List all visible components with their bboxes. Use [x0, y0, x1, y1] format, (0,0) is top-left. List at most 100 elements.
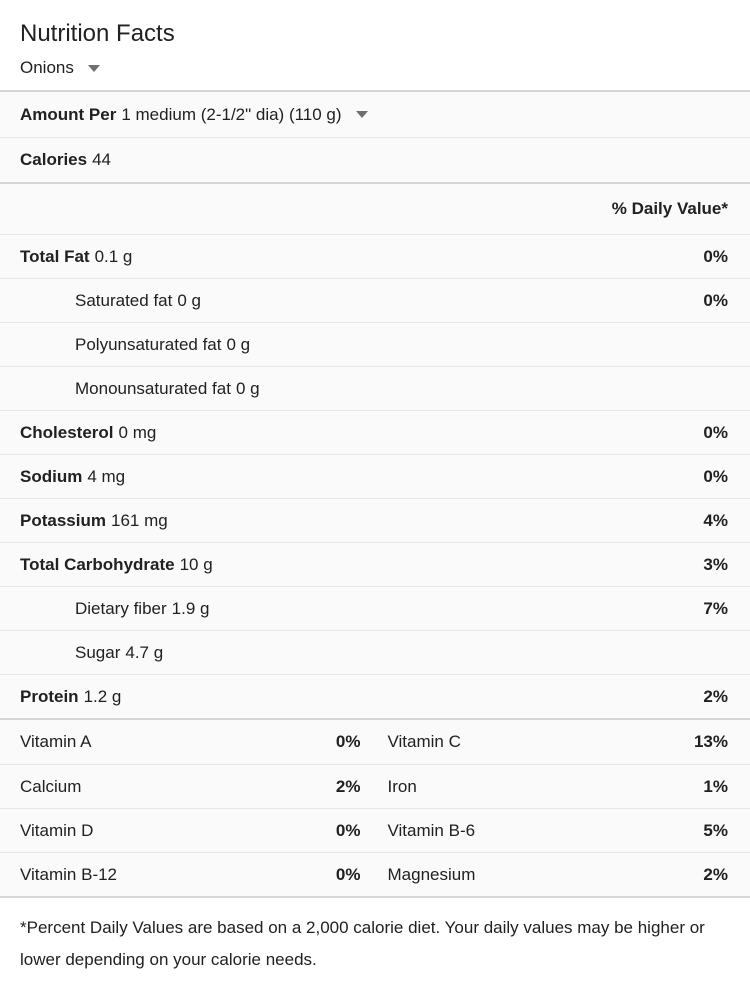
micro-dv: 2%: [335, 776, 361, 796]
nutrient-name: Polyunsaturated fat: [75, 334, 222, 354]
micro-right-cell: Vitamin C 13%: [388, 732, 729, 752]
micro-label: Iron: [387, 776, 417, 796]
daily-value-header-label: % Daily Value*: [611, 199, 728, 218]
nutrients-section: % Daily Value* Total Fat 0.1 g 0% Saturat…: [0, 182, 750, 718]
micro-left-cell: Calcium 2%: [20, 777, 361, 797]
micro-left-cell: Vitamin D 0%: [20, 821, 361, 841]
nutrient-dv: 0%: [703, 466, 728, 486]
nutrient-name: Protein: [20, 686, 79, 706]
calories-label: Calories: [20, 150, 88, 169]
nutrient-amount: 4 mg: [87, 466, 126, 486]
daily-value-header: % Daily Value*: [0, 184, 750, 234]
micro-right-cell: Vitamin B-6 5%: [388, 821, 729, 841]
micronutrients-section: Vitamin A 0% Vitamin C 13% Calcium 2% Ir…: [0, 718, 750, 898]
micro-right-cell: Magnesium 2%: [388, 865, 729, 885]
nutrient-text: Total Fat 0.1 g: [20, 247, 132, 267]
micro-row: Calcium 2% Iron 1%: [0, 764, 750, 808]
micro-label: Magnesium: [387, 864, 476, 884]
nutrient-text: Sodium 4 mg: [20, 467, 125, 487]
nutrient-row-sodium: Sodium 4 mg 0%: [0, 454, 750, 498]
nutrient-name: Sodium: [20, 466, 83, 486]
nutrient-text: Total Carbohydrate 10 g: [20, 555, 213, 575]
nutrient-name: Monounsaturated fat: [75, 378, 231, 398]
micro-dv: 0%: [335, 820, 361, 840]
nutrient-amount: 0 g: [235, 378, 260, 398]
nutrient-row-total-fat: Total Fat 0.1 g 0%: [0, 234, 750, 278]
card-header: Nutrition Facts Onions: [0, 0, 750, 90]
nutrient-amount: 1.9 g: [171, 598, 210, 618]
nutrient-dv: 0%: [703, 422, 728, 442]
micro-label: Vitamin B-12: [20, 864, 118, 884]
nutrient-text: Protein 1.2 g: [20, 687, 121, 707]
nutrient-amount: 4.7 g: [125, 642, 164, 662]
micro-label: Vitamin B-6: [387, 820, 476, 840]
micro-label: Vitamin C: [387, 732, 461, 751]
nutrient-row-cholesterol: Cholesterol 0 mg 0%: [0, 410, 750, 454]
nutrient-row-monounsaturated-fat: Monounsaturated fat 0 g: [0, 366, 750, 410]
nutrient-row-potassium: Potassium 161 mg 4%: [0, 498, 750, 542]
nutrient-name: Potassium: [20, 510, 106, 530]
nutrient-amount: 0 g: [177, 290, 201, 310]
micro-row: Vitamin A 0% Vitamin C 13%: [0, 720, 750, 764]
nutrient-amount: 1.2 g: [83, 686, 122, 706]
page-title: Nutrition Facts: [20, 20, 175, 47]
nutrient-row-protein: Protein 1.2 g 2%: [0, 674, 750, 718]
nutrient-name: Cholesterol: [20, 422, 114, 442]
nutrient-amount: 0 mg: [118, 422, 157, 442]
micro-dv: 0%: [335, 732, 361, 751]
micro-right-cell: Iron 1%: [388, 777, 729, 797]
nutrient-name: Total Fat: [20, 246, 90, 266]
calories-row: Calories 44: [0, 137, 750, 182]
food-selector[interactable]: Onions: [20, 55, 100, 81]
micro-row: Vitamin D 0% Vitamin B-6 5%: [0, 808, 750, 852]
nutrient-dv: 4%: [703, 510, 728, 530]
nutrient-amount: 0.1 g: [94, 246, 133, 266]
nutrient-name: Dietary fiber: [75, 598, 167, 618]
nutrient-text: Sugar 4.7 g: [20, 643, 163, 663]
nutrient-name: Total Carbohydrate: [20, 554, 175, 574]
nutrient-dv: 0%: [703, 246, 728, 266]
nutrient-dv: 2%: [703, 686, 728, 706]
micro-label: Vitamin A: [20, 732, 92, 751]
micro-dv: 13%: [693, 732, 728, 751]
nutrient-text: Dietary fiber 1.9 g: [20, 599, 209, 619]
footnote: *Percent Daily Values are based on a 2,0…: [20, 912, 730, 976]
serving-label: Amount Per: [20, 104, 117, 124]
nutrient-dv: 0%: [703, 290, 728, 310]
calories-text: Calories 44: [20, 150, 111, 170]
nutrient-text: Monounsaturated fat 0 g: [20, 379, 260, 399]
nutrient-text: Potassium 161 mg: [20, 511, 168, 531]
nutrient-amount: 10 g: [179, 554, 213, 574]
serving-text: Amount Per 1 medium (2-1/2" dia) (110 g): [20, 105, 342, 125]
nutrient-text: Polyunsaturated fat 0 g: [20, 335, 250, 355]
micro-row: Vitamin B-12 0% Magnesium 2%: [0, 852, 750, 896]
serving-value: 1 medium (2-1/2" dia) (110 g): [121, 104, 342, 124]
micro-dv: 5%: [703, 820, 728, 840]
nutrient-dv: 7%: [703, 598, 728, 618]
micro-dv: 0%: [335, 864, 361, 884]
nutrient-amount: 0 g: [226, 334, 251, 354]
calories-value: 44: [92, 150, 112, 169]
micro-left-cell: Vitamin B-12 0%: [20, 865, 361, 885]
micro-dv: 2%: [703, 864, 728, 884]
chevron-down-icon: [87, 64, 100, 72]
nutrient-row-polyunsaturated-fat: Polyunsaturated fat 0 g: [0, 322, 750, 366]
micro-dv: 1%: [703, 776, 728, 796]
nutrient-amount: 161 mg: [110, 510, 168, 530]
food-name: Onions: [20, 58, 74, 77]
serving-section: Amount Per 1 medium (2-1/2" dia) (110 g) …: [0, 90, 750, 182]
nutrient-row-total-carbohydrate: Total Carbohydrate 10 g 3%: [0, 542, 750, 586]
micro-left-cell: Vitamin A 0%: [20, 732, 361, 752]
nutrient-name: Sugar: [75, 642, 121, 662]
serving-selector[interactable]: Amount Per 1 medium (2-1/2" dia) (110 g): [0, 92, 750, 137]
nutrient-text: Cholesterol 0 mg: [20, 423, 156, 443]
micro-label: Vitamin D: [20, 820, 94, 840]
chevron-down-icon: [355, 111, 368, 118]
nutrient-name: Saturated fat: [75, 290, 173, 310]
nutrient-row-saturated-fat: Saturated fat 0 g 0%: [0, 278, 750, 322]
nutrient-dv: 3%: [703, 554, 728, 574]
nutrient-row-sugar: Sugar 4.7 g: [0, 630, 750, 674]
micro-label: Calcium: [20, 776, 82, 796]
nutrient-text: Saturated fat 0 g: [20, 291, 201, 311]
